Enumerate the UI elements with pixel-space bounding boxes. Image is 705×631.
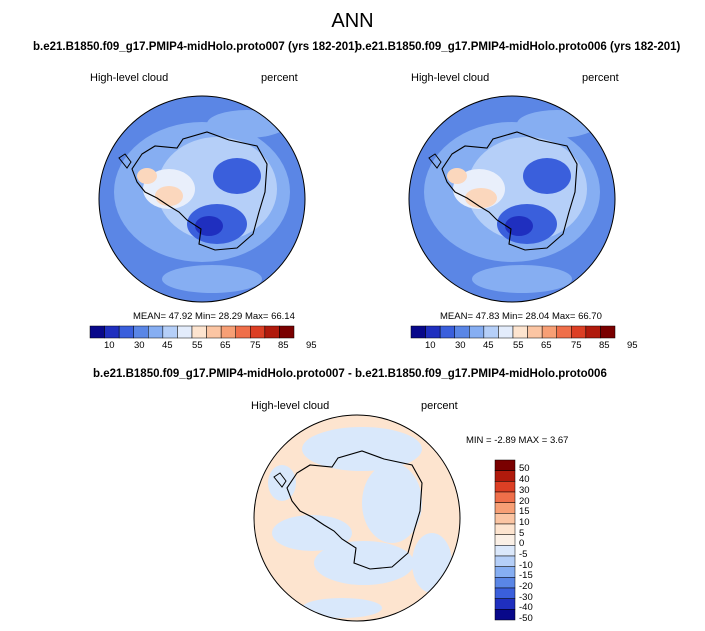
colorbar-box [541,325,557,339]
cb1-tick: 85 [278,340,289,351]
colorbar-box [494,459,516,471]
colorbar-box [410,325,426,339]
cb1-tick: 95 [306,340,317,351]
cb3-tick: 20 [519,496,530,507]
colorbar-box [104,325,120,339]
colorbar-box [512,325,528,339]
cb3-tick: 0 [519,538,525,549]
colorbar-box [600,325,616,339]
panel1-colorbar [89,325,295,339]
diff-variable-label: High-level cloud [251,400,330,412]
colorbar-box [494,587,516,599]
colorbar-box [133,325,149,339]
cb3-tick: 10 [519,517,530,528]
cb3-tick: -10 [519,560,533,571]
colorbar-box [279,325,295,339]
colorbar-box [439,325,455,339]
cb2-tick: 30 [455,340,466,351]
colorbar-box [191,325,207,339]
colorbar-box [494,513,516,525]
colorbar-box [483,325,499,339]
colorbar-box [425,325,441,339]
panel1-stats: MEAN= 47.92 Min= 28.29 Max= 66.14 [133,311,295,322]
colorbar-box [494,523,516,535]
colorbar-box [494,470,516,482]
colorbar-box [498,325,514,339]
panel1-units-label: percent [261,72,298,84]
colorbar-box [235,325,251,339]
panel1-map [98,95,306,303]
colorbar-box [585,325,601,339]
colorbar-box [494,566,516,578]
panel2-variable-label: High-level cloud [411,72,490,84]
diff-colorbar-ticks: 50 40 30 20 15 10 5 0 -5 -10 -15 -20 -30… [519,460,559,630]
cb1-tick: 10 [104,340,115,351]
cb3-tick: 30 [519,485,530,496]
colorbar-box [250,325,266,339]
cb2-tick: 10 [425,340,436,351]
page-title: ANN [331,10,374,32]
colorbar-box [494,545,516,557]
colorbar-box [454,325,470,339]
cb2-tick: 45 [483,340,494,351]
cb3-tick: -5 [519,549,528,560]
colorbar-box [494,555,516,567]
colorbar-box [494,502,516,514]
cb3-tick: 15 [519,506,530,517]
panel2-units-label: percent [582,72,619,84]
cb3-tick: -40 [519,602,533,613]
cb3-tick: 5 [519,528,525,539]
cb2-tick: 55 [513,340,524,351]
colorbar-box [264,325,280,339]
cb3-tick: -15 [519,570,533,581]
cb1-tick: 45 [162,340,173,351]
panel2-colorbar-ticks: 10 30 45 55 65 75 85 95 [411,340,638,352]
diff-stats: MIN = -2.89 MAX = 3.67 [466,435,569,446]
cb2-tick: 65 [541,340,552,351]
cb1-tick: 30 [134,340,145,351]
cb2-tick: 75 [571,340,582,351]
colorbar-box [527,325,543,339]
cb1-tick: 75 [250,340,261,351]
colorbar-box [469,325,485,339]
colorbar-box [220,325,236,339]
colorbar-box [89,325,105,339]
panel1-colorbar-ticks: 10 30 45 55 65 75 85 95 [90,340,317,352]
cb1-tick: 65 [220,340,231,351]
colorbar-box [148,325,164,339]
panel2-stats: MEAN= 47.83 Min= 28.04 Max= 66.70 [440,311,602,322]
panel1-variable-label: High-level cloud [90,72,169,84]
colorbar-box [494,609,516,621]
colorbar-box [494,534,516,546]
colorbar-box [177,325,193,339]
colorbar-box [556,325,572,339]
colorbar-box [571,325,587,339]
panel2-title: b.e21.B1850.f09_g17.PMIP4-midHolo.proto0… [355,41,681,53]
panel2-colorbar [410,325,616,339]
panel1-title: b.e21.B1850.f09_g17.PMIP4-midHolo.proto0… [33,41,359,53]
diff-map [253,414,461,622]
panel2-map [408,95,616,303]
cb3-tick: -30 [519,592,533,603]
cb3-tick: 50 [519,463,530,474]
colorbar-box [118,325,134,339]
colorbar-box [494,491,516,503]
cb1-tick: 55 [192,340,203,351]
colorbar-box [494,481,516,493]
diff-units-label: percent [421,400,458,412]
diff-title: b.e21.B1850.f09_g17.PMIP4-midHolo.proto0… [93,368,607,380]
diff-colorbar [494,459,516,621]
colorbar-box [206,325,222,339]
cb3-tick: -20 [519,581,533,592]
colorbar-box [494,598,516,610]
colorbar-box [494,577,516,589]
cb3-tick: 40 [519,474,530,485]
cb2-tick: 85 [599,340,610,351]
cb3-tick: -50 [519,613,533,624]
colorbar-box [162,325,178,339]
cb2-tick: 95 [627,340,638,351]
